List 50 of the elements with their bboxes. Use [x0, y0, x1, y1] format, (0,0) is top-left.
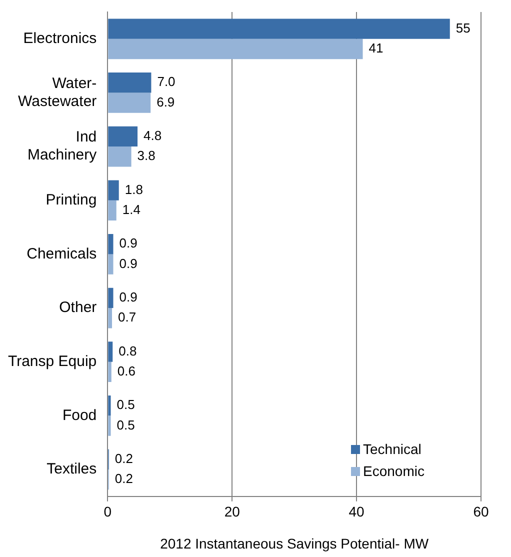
data-label: 1.4 — [122, 202, 140, 218]
data-label: 0.7 — [118, 310, 136, 325]
x-tick-label: 40 — [348, 504, 365, 520]
bar — [108, 146, 132, 167]
y-tick-label: Electronics — [23, 30, 97, 48]
x-tick-label: 60 — [473, 504, 489, 520]
bar — [108, 18, 450, 39]
y-tick-label: Other — [59, 299, 97, 316]
data-label: 0.5 — [116, 417, 135, 432]
bar — [108, 126, 138, 147]
bar — [108, 200, 116, 221]
bar — [108, 395, 111, 416]
y-tick-label: Textiles — [46, 460, 97, 478]
data-label: 0.9 — [119, 256, 138, 271]
data-label: 0.5 — [116, 397, 135, 412]
bar — [108, 38, 363, 60]
bar — [108, 72, 152, 93]
bar — [108, 416, 111, 436]
data-label: 3.8 — [137, 148, 156, 164]
bar — [108, 362, 112, 382]
bar — [108, 342, 113, 362]
y-tick-label: Ind Machinery — [27, 128, 98, 164]
x-tick-label: 0 — [104, 504, 112, 520]
x-tick-label: 20 — [224, 504, 240, 520]
bar — [108, 234, 114, 254]
bar — [108, 92, 151, 113]
bar — [108, 180, 119, 200]
data-label: 4.8 — [144, 128, 162, 144]
y-tick-label: Transp Equip — [8, 352, 97, 370]
x-axis-title: 2012 Instantaneous Savings Potential- MW — [160, 535, 430, 552]
data-label: 0.2 — [114, 471, 133, 486]
y-tick-label: Chemicals — [26, 245, 97, 262]
data-label: 55 — [456, 20, 470, 36]
y-tick-label: Printing — [46, 192, 97, 209]
data-label: 41 — [368, 40, 384, 56]
data-label: 6.9 — [156, 94, 175, 110]
legend-label: Technical — [363, 441, 422, 458]
data-label: 0.9 — [119, 290, 138, 305]
data-label: 1.8 — [124, 182, 143, 197]
y-tick-label: Water-Wastewater — [18, 74, 97, 110]
bar — [108, 288, 114, 308]
legend-label: Economic — [363, 463, 424, 480]
data-label: 0.8 — [118, 343, 137, 358]
data-label: 0.9 — [119, 236, 138, 251]
data-label: 0.2 — [114, 450, 133, 466]
bar — [108, 308, 112, 328]
bar — [108, 254, 114, 274]
y-tick-label: Food — [62, 406, 97, 424]
data-label: 0.6 — [117, 364, 136, 379]
data-label: 7.0 — [157, 74, 176, 90]
